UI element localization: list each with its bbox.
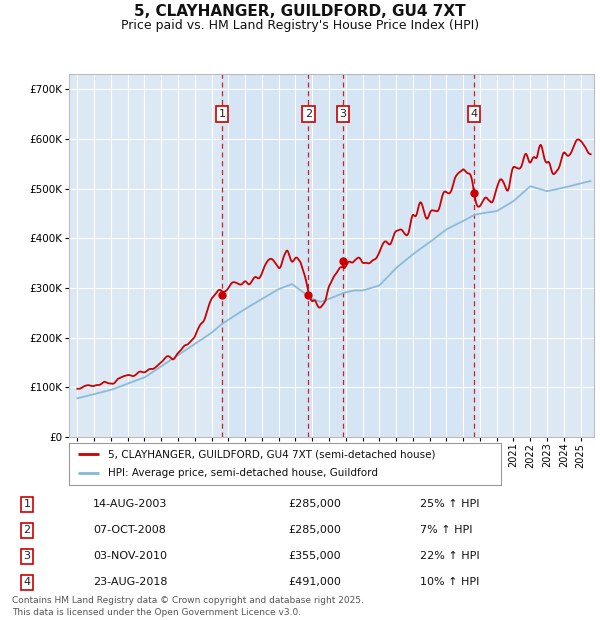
Text: 2: 2 [23, 525, 31, 535]
Text: £355,000: £355,000 [288, 551, 341, 561]
Text: 3: 3 [23, 551, 31, 561]
Text: 1: 1 [23, 499, 31, 509]
Text: 4: 4 [23, 577, 31, 587]
Text: 23-AUG-2018: 23-AUG-2018 [93, 577, 167, 587]
Text: 2: 2 [305, 109, 312, 119]
Text: 14-AUG-2003: 14-AUG-2003 [93, 499, 167, 509]
Text: HPI: Average price, semi-detached house, Guildford: HPI: Average price, semi-detached house,… [108, 469, 378, 479]
Text: 4: 4 [470, 109, 478, 119]
Text: £285,000: £285,000 [288, 525, 341, 535]
Bar [222, 74, 474, 437]
Text: 03-NOV-2010: 03-NOV-2010 [93, 551, 167, 561]
Text: 10% ↑ HPI: 10% ↑ HPI [420, 577, 479, 587]
Text: 3: 3 [340, 109, 347, 119]
Text: 5, CLAYHANGER, GUILDFORD, GU4 7XT: 5, CLAYHANGER, GUILDFORD, GU4 7XT [134, 4, 466, 19]
Text: 1: 1 [218, 109, 226, 119]
Text: 5, CLAYHANGER, GUILDFORD, GU4 7XT (semi-detached house): 5, CLAYHANGER, GUILDFORD, GU4 7XT (semi-… [108, 449, 436, 459]
Text: £285,000: £285,000 [288, 499, 341, 509]
Text: 7% ↑ HPI: 7% ↑ HPI [420, 525, 473, 535]
Text: £491,000: £491,000 [288, 577, 341, 587]
Text: 25% ↑ HPI: 25% ↑ HPI [420, 499, 479, 509]
Text: Price paid vs. HM Land Registry's House Price Index (HPI): Price paid vs. HM Land Registry's House … [121, 19, 479, 32]
Text: Contains HM Land Registry data © Crown copyright and database right 2025.
This d: Contains HM Land Registry data © Crown c… [12, 596, 364, 617]
Text: 22% ↑ HPI: 22% ↑ HPI [420, 551, 479, 561]
Text: 07-OCT-2008: 07-OCT-2008 [93, 525, 166, 535]
